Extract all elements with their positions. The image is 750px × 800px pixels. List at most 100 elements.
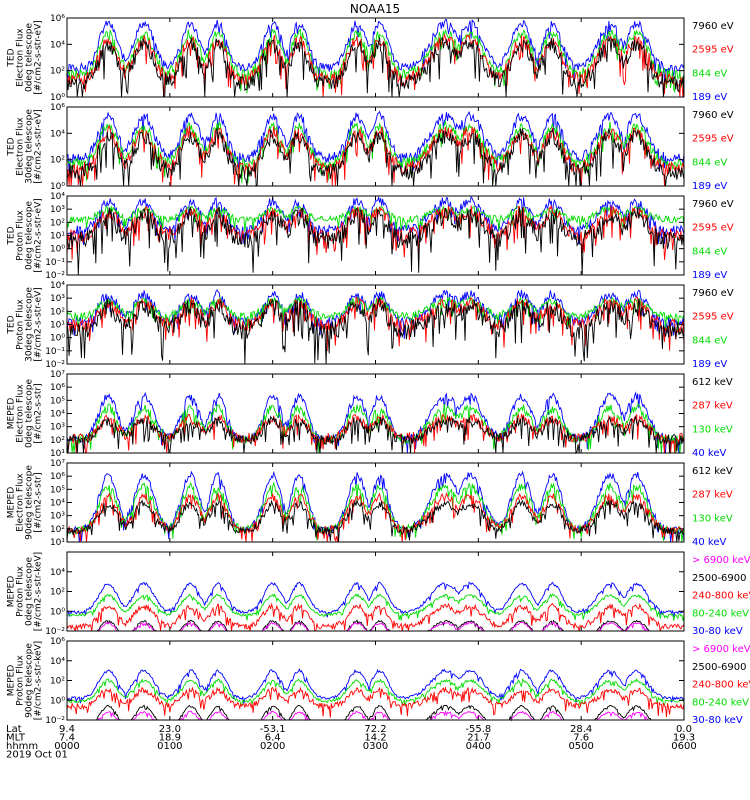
legend-entry: 2595 eV: [692, 134, 734, 145]
y-tick-label: 10¹: [50, 232, 65, 242]
x-tick-label: 14.2: [364, 733, 386, 744]
x-tick-label: 19.3: [673, 733, 695, 744]
y-tick-label: 10⁴: [50, 657, 65, 667]
y-tick-label: 10⁻²: [45, 271, 65, 281]
series-line-red: [66, 602, 685, 632]
panel-8: 10⁻² 10⁰ 10² 10⁴ 10⁶ MEPEDProton Flux90deg te…: [7, 637, 750, 726]
y-axis-label-line: [#/cm2-s-str-eV]: [34, 287, 44, 362]
legend-entry: 844 eV: [692, 157, 727, 168]
y-axis-label-line: [#/cm2-s-str-keV]: [34, 641, 44, 720]
x-tick-label: 0.0: [676, 724, 692, 735]
y-tick-label: 10⁶: [50, 472, 65, 482]
y-axis-label-line: Proton Flux: [16, 299, 26, 350]
x-tick-label: 28.4: [570, 724, 592, 735]
y-axis-label-line: Proton Flux: [16, 210, 26, 261]
series-line-blue: [66, 668, 685, 704]
legend-entry: 40 keV: [692, 448, 726, 459]
panel-7: 10⁻² 10⁰ 10² 10⁴ MEPEDProton Flux0deg telesc…: [7, 551, 750, 637]
panel-frame: [66, 551, 685, 632]
y-axis-label-line: Proton Flux: [16, 655, 26, 706]
y-axis-label-line: Electron Flux: [16, 473, 26, 532]
x-axis-footer: Lat 9.4 23.0 -53.1 72.2 -55.8 28.4 0.0 MLT 7.4 18.…: [6, 724, 697, 761]
legend-entry: 2500-6900: [692, 573, 747, 584]
y-tick-label: 10²: [50, 677, 65, 687]
series-line-red: [66, 686, 685, 718]
y-tick-label: 10⁷: [50, 370, 65, 380]
y-axis-label-line: 90deg telescope: [25, 465, 35, 540]
y-tick-label: 10⁰: [50, 696, 65, 706]
legend-entry: 40 keV: [692, 537, 726, 548]
y-axis-label-line: [#/cm2-s-str]: [34, 472, 44, 532]
series-line-green: [66, 28, 685, 94]
panel-frame: [66, 462, 685, 543]
legend-entry: 240-800 keV: [692, 680, 750, 691]
series-line-red: [66, 492, 685, 543]
legend-entry: 612 keV: [692, 466, 733, 477]
legend-entry: 130 keV: [692, 424, 733, 435]
y-tick-label: 10²: [50, 436, 65, 446]
legend-entry: > 6900 keV: [692, 644, 750, 655]
x-tick-label: 23.0: [159, 724, 181, 735]
y-axis-label: MEPEDProton Flux0deg telescope[#/cm2-s-s…: [7, 552, 44, 631]
y-axis-label: TEDElectron Flux0deg telescope[#/cm2-s-s…: [7, 20, 44, 95]
y-axis-label-line: Electron Flux: [16, 384, 26, 443]
y-tick-label: 10⁰: [50, 334, 65, 344]
series-line-red: [66, 413, 685, 454]
legend-entry: 189 eV: [692, 359, 727, 370]
series-line-black: [66, 498, 685, 543]
y-tick-label: 10⁻¹: [45, 258, 65, 268]
series-line-black: [66, 126, 685, 188]
y-tick-label: 10²: [50, 588, 65, 598]
y-axis-label-line: 0deg telescope: [25, 379, 35, 449]
legend-entry: 287 keV: [692, 401, 733, 412]
legend-entry: 30-80 keV: [692, 715, 743, 726]
y-tick-label: 10⁰: [50, 607, 65, 617]
y-tick-label: 10⁴: [50, 499, 65, 509]
y-tick-label: 10³: [50, 512, 65, 522]
legend-entry: 30-80 keV: [692, 626, 743, 637]
y-tick-label: 10⁻¹: [45, 347, 65, 357]
legend-entry: > 6900 keV: [692, 555, 750, 566]
y-tick-label: 10⁶: [50, 14, 65, 24]
panel-3: 10⁻² 10⁻¹ 10⁰ 10¹ 10² 10³ 10⁴ TEDProton Flux0de…: [7, 192, 734, 281]
series-line-blue: [66, 581, 685, 618]
y-tick-label: 10¹: [50, 449, 65, 459]
legend-entry: 2595 eV: [692, 223, 734, 234]
legend-entry: 7960 eV: [692, 288, 734, 299]
x-tick-label: 0000: [54, 741, 79, 752]
y-axis-label-line: MEPED: [7, 576, 17, 608]
x-tick-label: 21.7: [467, 733, 489, 744]
y-axis-label-line: 0deg telescope: [25, 201, 35, 271]
y-axis-label-line: MEPED: [7, 487, 17, 519]
y-tick-label: 10¹: [50, 538, 65, 548]
y-axis-label-line: [#/cm2-s-str-eV]: [34, 20, 44, 95]
panel-5: 10¹ 10² 10³ 10⁴ 10⁵ 10⁶ 10⁷ MEPEDElectron Flux0…: [7, 370, 733, 459]
series-line-red: [66, 34, 685, 98]
y-tick-label: 10³: [50, 205, 65, 215]
y-axis-label: TEDProton Flux30deg telescope[#/cm2-s-st…: [7, 287, 44, 362]
y-tick-label: 10³: [50, 294, 65, 304]
series-line-blue: [66, 18, 685, 82]
x-tick-label: -53.1: [260, 724, 286, 735]
y-tick-label: 10²: [50, 218, 65, 228]
legend-entry: 7960 eV: [692, 199, 734, 210]
x-row-label: hhmm: [6, 741, 38, 752]
y-axis-label-line: 30deg telescope: [25, 109, 35, 184]
x-tick-label: 0100: [157, 741, 182, 752]
legend-entry: 240-800 keV: [692, 591, 750, 602]
y-axis-label-line: [#/cm2-s-str-keV]: [34, 552, 44, 631]
y-tick-label: 10²: [50, 156, 65, 166]
x-tick-label: 6.4: [265, 733, 281, 744]
y-tick-label: 10⁻²: [45, 716, 65, 726]
y-axis-label: TEDProton Flux0deg telescope[#/cm2-s-str…: [7, 198, 44, 273]
series-line-blue: [66, 470, 685, 543]
x-tick-label: 0500: [568, 741, 593, 752]
y-axis-label-line: [#/cm2-s-str-eV]: [34, 109, 44, 184]
series-line-blue: [66, 195, 685, 245]
y-axis-label-line: 0deg telescope: [25, 557, 35, 627]
panel-2: 10⁰ 10² 10⁴ 10⁶ TEDElectron Flux30deg telesc…: [7, 103, 734, 192]
y-tick-label: 10⁷: [50, 459, 65, 469]
legend-entry: 844 eV: [692, 68, 727, 79]
x-tick-label: 7.4: [59, 733, 75, 744]
